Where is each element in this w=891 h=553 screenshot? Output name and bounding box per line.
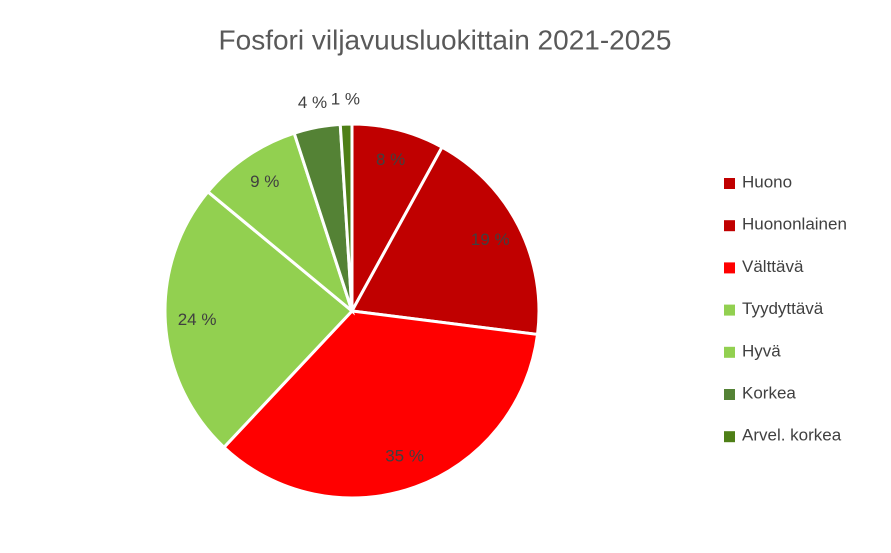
- legend-swatch: [724, 346, 735, 358]
- data-label: 35 %: [385, 447, 424, 466]
- legend-label: Huononlainen: [742, 215, 847, 234]
- legend-swatch: [724, 389, 735, 400]
- legend-label: Tyydyttävä: [742, 299, 824, 318]
- pie-slice: [349, 145, 541, 337]
- pie-slice: [338, 122, 354, 312]
- pie-slice: [163, 189, 355, 450]
- legend-swatch: [724, 304, 735, 316]
- pie-slice: [205, 131, 356, 316]
- legend-swatch: [724, 262, 735, 274]
- legend-swatch: [724, 178, 735, 189]
- legend-swatch: [724, 220, 735, 232]
- data-label: 1 %: [331, 90, 360, 109]
- legend-swatch: [724, 431, 735, 443]
- pie-slice: [221, 309, 540, 500]
- legend-label: Korkea: [742, 383, 796, 402]
- data-label: 9 %: [250, 172, 279, 191]
- pie-slice: [350, 122, 445, 312]
- chart-title: Fosfori viljavuusluokittain 2021-2025: [219, 24, 672, 55]
- data-label: 4 %: [298, 93, 327, 112]
- data-label: 24 %: [178, 310, 217, 329]
- data-label: 8 %: [376, 150, 405, 169]
- legend-label: Välttävä: [742, 257, 804, 276]
- legend-label: Huono: [742, 172, 792, 191]
- legend-label: Hyvä: [742, 341, 781, 360]
- data-label: 19 %: [471, 230, 510, 249]
- legend-label: Arvel. korkea: [742, 426, 842, 445]
